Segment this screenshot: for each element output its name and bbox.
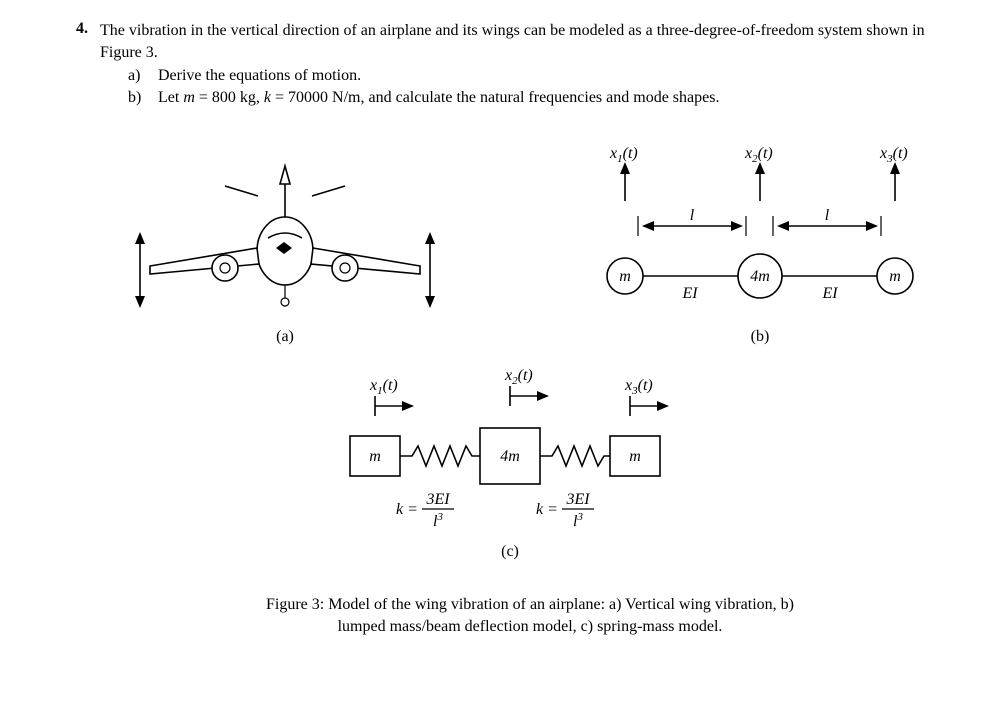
ei-right: EI [821,285,838,302]
x3-label: x3(t) [879,145,908,165]
svg-text:x3(t): x3(t) [879,145,908,165]
svg-text:3EI: 3EI [565,491,590,508]
subpart-b: b) Let m = 800 kg, k = 70000 N/m, and ca… [128,87,960,109]
svg-text:3EI: 3EI [425,491,450,508]
sub-b-m-var: m [183,89,195,106]
k-expr-right: k = 3EI l3 [536,491,594,530]
figure-a-airplane-icon: (a) [135,166,435,345]
sub-b-prefix: Let [158,89,183,106]
l-label-1: l [690,207,695,224]
svg-text:x2(t): x2(t) [744,145,773,165]
figure-b-beam-model: x1(t) x2(t) x3(t) [607,145,913,345]
intro-text: The vibration in the vertical direction … [100,20,960,63]
subpart-a-label: a) [128,65,148,87]
sub-b-m-eq: = 800 kg, [195,89,264,106]
x1-label: x1(t) [609,145,638,165]
m-right: m [889,268,901,285]
svg-text:x3(t): x3(t) [624,377,653,397]
problem-number: 4. [60,20,88,638]
subpart-a-text: Derive the equations of motion. [158,65,960,87]
svg-text:x1(t): x1(t) [369,377,398,397]
problem-body: The vibration in the vertical direction … [100,20,960,638]
fig-b-label: (b) [751,328,770,345]
svg-text:l3: l3 [573,511,583,530]
sub-b-k-eq: = 70000 N/m, and calculate the natural f… [271,89,719,106]
l-label-2: l [825,207,830,224]
sub-b-k-var: k [264,89,271,106]
svg-text:x2(t): x2(t) [504,367,533,387]
c-4m: 4m [500,448,520,465]
subpart-b-text: Let m = 800 kg, k = 70000 N/m, and calcu… [158,87,960,109]
fig-c-label: (c) [501,543,519,560]
caption-line-2: lumped mass/beam deflection model, c) sp… [338,618,723,635]
svg-text:x1(t): x1(t) [609,145,638,165]
ei-left: EI [681,285,698,302]
c-m-left: m [369,448,381,465]
c-m-right: m [629,448,641,465]
4m-center: 4m [750,268,770,285]
figure-zone: (a) x1(t) x2(t) x3(t) [100,126,960,586]
k-expr-left: k = 3EI l3 [396,491,454,530]
figure-c-spring-mass: x1(t) x2(t) x3(t) [350,367,669,560]
m-left: m [619,268,631,285]
subpart-a: a) Derive the equations of motion. [128,65,960,87]
svg-text:l3: l3 [433,511,443,530]
figure-caption: Figure 3: Model of the wing vibration of… [100,594,960,637]
caption-line-1: Figure 3: Model of the wing vibration of… [266,596,794,613]
problem-block: 4. The vibration in the vertical directi… [60,20,926,638]
subparts: a) Derive the equations of motion. b) Le… [100,65,960,108]
x2-label: x2(t) [744,145,773,165]
fig-a-label: (a) [276,328,294,345]
subpart-b-label: b) [128,87,148,109]
svg-text:k =: k = [396,501,418,518]
svg-text:k =: k = [536,501,558,518]
